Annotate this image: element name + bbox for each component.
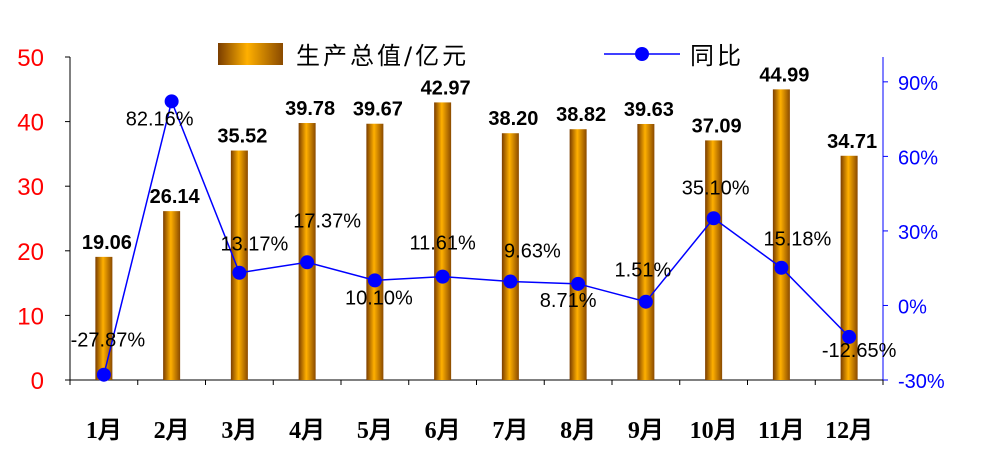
bar [840, 155, 858, 380]
bar [705, 140, 723, 380]
x-tick-label: 6月 [425, 418, 461, 444]
bar-value-label: 39.67 [353, 99, 403, 121]
yoy-value-label: -12.65% [822, 340, 897, 362]
bar [366, 123, 384, 380]
bar-value-label: 34.71 [827, 131, 877, 153]
yoy-point [774, 260, 789, 275]
x-tick-label: 9月 [628, 418, 664, 444]
bar [569, 129, 587, 380]
yoy-point [638, 294, 653, 309]
yoy-point [435, 269, 450, 284]
legend-bar-swatch [218, 43, 283, 65]
x-tick-label: 11月 [758, 418, 805, 444]
yoy-point [571, 276, 586, 291]
x-tick-label: 7月 [492, 418, 528, 444]
x-tick-label: 8月 [560, 418, 596, 444]
yoy-value-label: 10.10% [345, 287, 413, 309]
x-tick-label: 2月 [154, 418, 190, 444]
bar-value-label: 44.99 [759, 64, 809, 86]
y-right-tick-label: 30% [898, 222, 938, 244]
yoy-point [232, 265, 247, 280]
y-left-tick-label: 20 [17, 239, 44, 266]
yoy-point [164, 94, 179, 109]
yoy-point [96, 367, 111, 382]
yoy-point [842, 329, 857, 344]
y-right-tick-label: 0% [898, 296, 927, 318]
bar-value-label: 38.20 [488, 108, 538, 130]
legend-line-marker [635, 47, 649, 61]
y-left-tick-label: 40 [17, 110, 44, 137]
bar-value-label: 26.14 [150, 186, 201, 208]
yoy-value-label: 1.51% [615, 260, 672, 282]
yoy-value-label: 15.18% [763, 229, 831, 251]
yoy-value-label: 9.63% [504, 241, 561, 263]
yoy-value-label: 8.71% [540, 290, 597, 312]
y-left-tick-label: 10 [17, 303, 44, 330]
x-tick-label: 1月 [86, 418, 122, 444]
bar [501, 133, 519, 380]
yoy-point [300, 255, 315, 270]
bar [230, 150, 248, 380]
bar [637, 123, 655, 380]
bar-value-label: 39.78 [285, 98, 335, 120]
legend-line-label: 同比 [690, 42, 744, 70]
bar [95, 256, 113, 380]
y-right-tick-label: -30% [898, 371, 945, 393]
legend-bar-label: 生产总值/亿元 [296, 42, 469, 70]
x-tick-label: 12月 [825, 418, 873, 444]
y-right-tick-label: 60% [898, 147, 938, 169]
x-tick-label: 10月 [690, 418, 738, 444]
bar [434, 102, 452, 380]
yoy-value-label: 17.37% [293, 210, 361, 232]
bar-value-label: 19.06 [82, 232, 132, 254]
yoy-value-label: 82.16% [126, 108, 194, 130]
yoy-point [503, 274, 518, 289]
yoy-value-label: -27.87% [71, 330, 146, 352]
bar-value-label: 38.82 [556, 104, 606, 126]
yoy-point [706, 211, 721, 226]
yoy-value-label: 11.61% [409, 233, 476, 255]
y-left-tick-label: 50 [17, 45, 44, 72]
bar-value-label: 42.97 [421, 77, 471, 99]
bar [772, 89, 790, 381]
x-tick-label: 4月 [289, 418, 325, 444]
bar [163, 211, 181, 380]
bar-value-label: 35.52 [217, 126, 267, 148]
y-right-tick-label: 90% [898, 73, 938, 95]
yoy-value-label: 35.10% [682, 177, 750, 199]
bar-value-label: 37.09 [692, 115, 742, 137]
yoy-value-label: 13.17% [220, 234, 288, 256]
bar [298, 123, 316, 380]
yoy-point [367, 273, 382, 288]
x-tick-label: 5月 [357, 418, 393, 444]
yoy-line [103, 98, 850, 375]
y-left-tick-label: 30 [17, 174, 44, 201]
x-tick-label: 3月 [221, 418, 257, 444]
bar-value-label: 39.63 [624, 99, 674, 121]
y-left-tick-label: 0 [31, 368, 44, 395]
